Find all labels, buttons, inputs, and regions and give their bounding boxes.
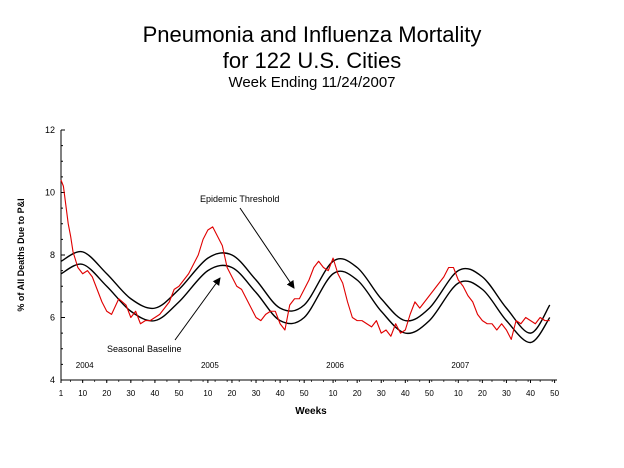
y-tick-label: 12 [45, 125, 55, 135]
x-tick-label: 30 [126, 389, 135, 398]
x-tick-label: 20 [478, 389, 487, 398]
x-tick-label: 10 [203, 389, 212, 398]
x-tick-label: 40 [276, 389, 285, 398]
y-tick-label: 4 [50, 375, 55, 385]
x-tick-label: 30 [502, 389, 511, 398]
x-tick-label: 10 [454, 389, 463, 398]
x-tick-label: 30 [377, 389, 386, 398]
x-tick-label: 50 [300, 389, 309, 398]
x-tick-label: 20 [102, 389, 111, 398]
year-label: 2005 [201, 361, 219, 370]
x-tick-label: 10 [329, 389, 338, 398]
epidemic-threshold-annotation: Epidemic Threshold [200, 194, 279, 204]
chart-subtitle: Week Ending 11/24/2007 [228, 74, 396, 91]
year-label: 2007 [451, 361, 469, 370]
x-tick-label: 1 [59, 389, 64, 398]
epidemic-threshold-arrow [239, 207, 295, 289]
seasonal-baseline-arrow [174, 277, 221, 341]
seasonal-baseline-annotation: Seasonal Baseline [107, 344, 182, 354]
x-tick-label: 40 [150, 389, 159, 398]
x-tick-label: 40 [526, 389, 535, 398]
series-line-epidemic-threshold [60, 250, 551, 334]
chart-title-line2: for 122 U.S. Cities [222, 48, 402, 73]
x-tick-label: 20 [353, 389, 362, 398]
x-tick-label: 50 [425, 389, 434, 398]
x-tick-label: 50 [550, 389, 559, 398]
x-axis-title: Weeks [295, 406, 327, 417]
chart-title-block: Pneumonia and Influenza Mortality for 12… [0, 22, 624, 92]
y-axis-title: % of All Deaths Due to P&I [16, 198, 26, 311]
series-line-pi-mortality [60, 179, 550, 340]
y-tick-label: 10 [45, 188, 55, 198]
x-tick-label: 40 [401, 389, 410, 398]
x-tick-label: 30 [252, 389, 261, 398]
x-tick-label: 50 [175, 389, 184, 398]
chart-annotations: Epidemic Threshold Seasonal Baseline [107, 194, 295, 354]
year-label: 2006 [326, 361, 344, 370]
chart-axes: 4 6 8 10 12 1 10 20 30 40 50 10 20 30 40 50 10 20 30 40 50 10… [16, 125, 560, 417]
chart-series [60, 179, 551, 344]
year-label: 2004 [76, 361, 94, 370]
x-tick-label: 20 [227, 389, 236, 398]
y-tick-label: 6 [50, 313, 55, 323]
chart-title-line1: Pneumonia and Influenza Mortality [142, 22, 482, 47]
x-tick-label: 10 [78, 389, 87, 398]
y-tick-label: 8 [50, 250, 55, 260]
